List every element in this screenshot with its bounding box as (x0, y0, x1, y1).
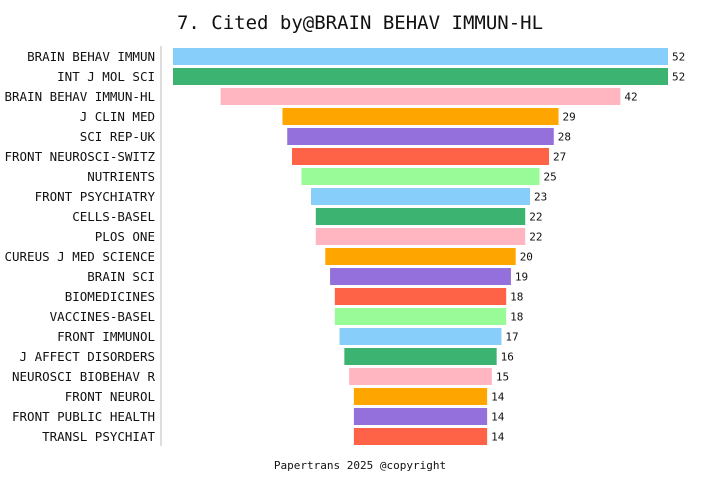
category-label: FRONT NEUROSCI-SWITZ (4, 149, 155, 164)
category-label: BIOMEDICINES (65, 289, 155, 304)
value-label: 28 (558, 131, 571, 144)
bar (282, 108, 559, 125)
value-label: 22 (529, 211, 542, 224)
category-label: FRONT IMMUNOL (57, 329, 155, 344)
value-label: 16 (501, 351, 514, 364)
category-label: FRONT PSYCHIATRY (35, 189, 156, 204)
bar (330, 268, 511, 285)
value-label: 42 (624, 91, 637, 104)
bar (344, 348, 497, 365)
bar (220, 88, 621, 105)
value-label: 14 (491, 411, 505, 424)
category-label: BRAIN BEHAV IMMUN (27, 49, 155, 64)
value-labels-group: 52 52 42 29 28 27 25 23 22 22 20 19 18 18 17 16 15 14 14 14 (491, 51, 685, 444)
bar (353, 388, 488, 405)
bar (301, 168, 540, 185)
category-label: TRANSL PSYCHIAT (42, 429, 155, 444)
value-label: 18 (510, 291, 523, 304)
copyright-footer: Papertrans 2025 @copyright (274, 459, 446, 472)
value-label: 19 (515, 271, 528, 284)
value-label: 15 (496, 371, 509, 384)
chart-title: 7. Cited by@BRAIN BEHAV IMMUN-HL (177, 12, 543, 34)
category-label: BRAIN SCI (87, 269, 155, 284)
bar (173, 68, 668, 85)
bar (311, 188, 530, 205)
category-label: SCI REP-UK (80, 129, 156, 144)
value-label: 23 (534, 191, 547, 204)
category-label: INT J MOL SCI (57, 69, 155, 84)
value-label: 17 (505, 331, 518, 344)
bar (353, 408, 488, 425)
category-label: VACCINES-BASEL (50, 309, 155, 324)
category-label: CELLS-BASEL (72, 209, 155, 224)
category-label: J AFFECT DISORDERS (20, 349, 155, 364)
value-label: 22 (529, 231, 542, 244)
category-label: NUTRIENTS (87, 169, 155, 184)
category-label: CUREUS J MED SCIENCE (4, 249, 155, 264)
category-label: NEUROSCI BIOBEHAV R (12, 369, 155, 384)
bar (173, 48, 668, 65)
value-label: 18 (510, 311, 523, 324)
value-label: 25 (543, 171, 556, 184)
value-label: 29 (563, 111, 576, 124)
bar (325, 248, 516, 265)
bar (334, 308, 507, 325)
category-label: J CLIN MED (80, 109, 155, 124)
category-label: FRONT PUBLIC HEALTH (12, 409, 155, 424)
bar (334, 288, 507, 305)
bar (287, 128, 554, 145)
bar (353, 428, 488, 445)
category-label: FRONT NEUROL (65, 389, 155, 404)
value-label: 52 (672, 51, 685, 64)
bar (315, 228, 526, 245)
value-label: 14 (491, 391, 505, 404)
bar (315, 208, 526, 225)
value-label: 20 (520, 251, 533, 264)
category-label: BRAIN BEHAV IMMUN-HL (4, 89, 155, 104)
bar (339, 328, 502, 345)
value-label: 14 (491, 431, 505, 444)
value-label: 52 (672, 71, 685, 84)
bar (349, 368, 492, 385)
category-label: PLOS ONE (95, 229, 155, 244)
value-label: 27 (553, 151, 566, 164)
bar (291, 148, 550, 165)
category-labels-group: BRAIN BEHAV IMMUN INT J MOL SCI BRAIN BEHA… (4, 49, 155, 444)
bars-group (173, 48, 668, 445)
